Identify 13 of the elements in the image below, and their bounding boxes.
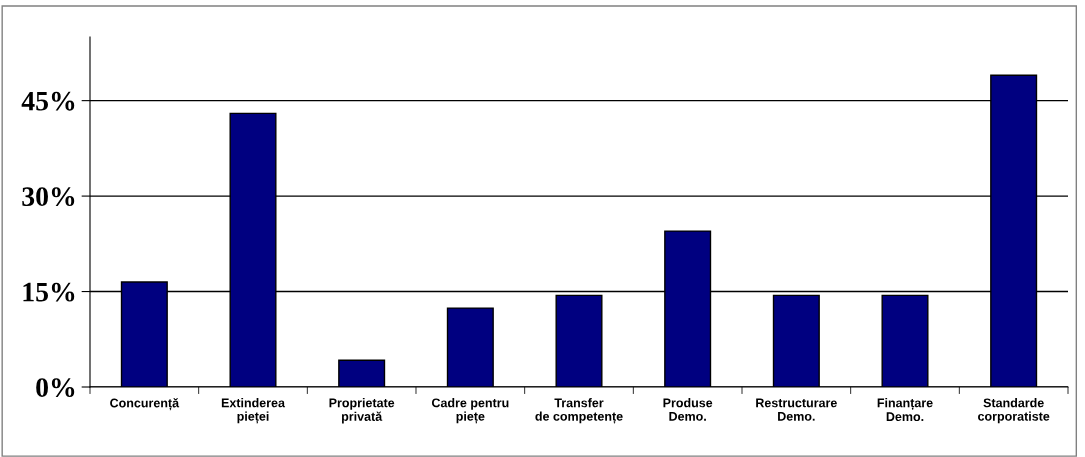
x-tick-label: Concurență [110,398,180,411]
x-tick-label: Standarde corporatiste [978,398,1050,424]
x-tick-label: Proprietate privată [329,398,395,424]
x-tick-label: Finanțare Demo. [877,398,933,422]
x-tick-label: Cadre pentru piețe [431,398,509,424]
y-tick-label: 30% [22,187,75,207]
y-tick-label: 15% [23,282,75,302]
x-tick-label: Extinderea pieței [221,398,286,424]
x-tick-label: Restructurare Demo. [756,398,837,421]
y-tick-label: 45% [21,91,75,111]
x-tick-label: Transfer de competențe [535,398,623,424]
y-tick-label: 0% [36,378,75,397]
x-tick-label: Produse Demo. [663,398,713,421]
